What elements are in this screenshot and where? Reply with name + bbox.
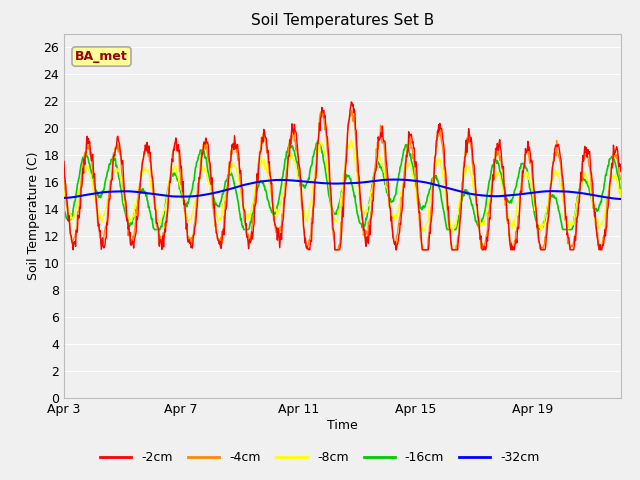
Text: BA_met: BA_met xyxy=(75,50,128,63)
Legend: -2cm, -4cm, -8cm, -16cm, -32cm: -2cm, -4cm, -8cm, -16cm, -32cm xyxy=(95,446,545,469)
X-axis label: Time: Time xyxy=(327,419,358,432)
Y-axis label: Soil Temperature (C): Soil Temperature (C) xyxy=(28,152,40,280)
Title: Soil Temperatures Set B: Soil Temperatures Set B xyxy=(251,13,434,28)
